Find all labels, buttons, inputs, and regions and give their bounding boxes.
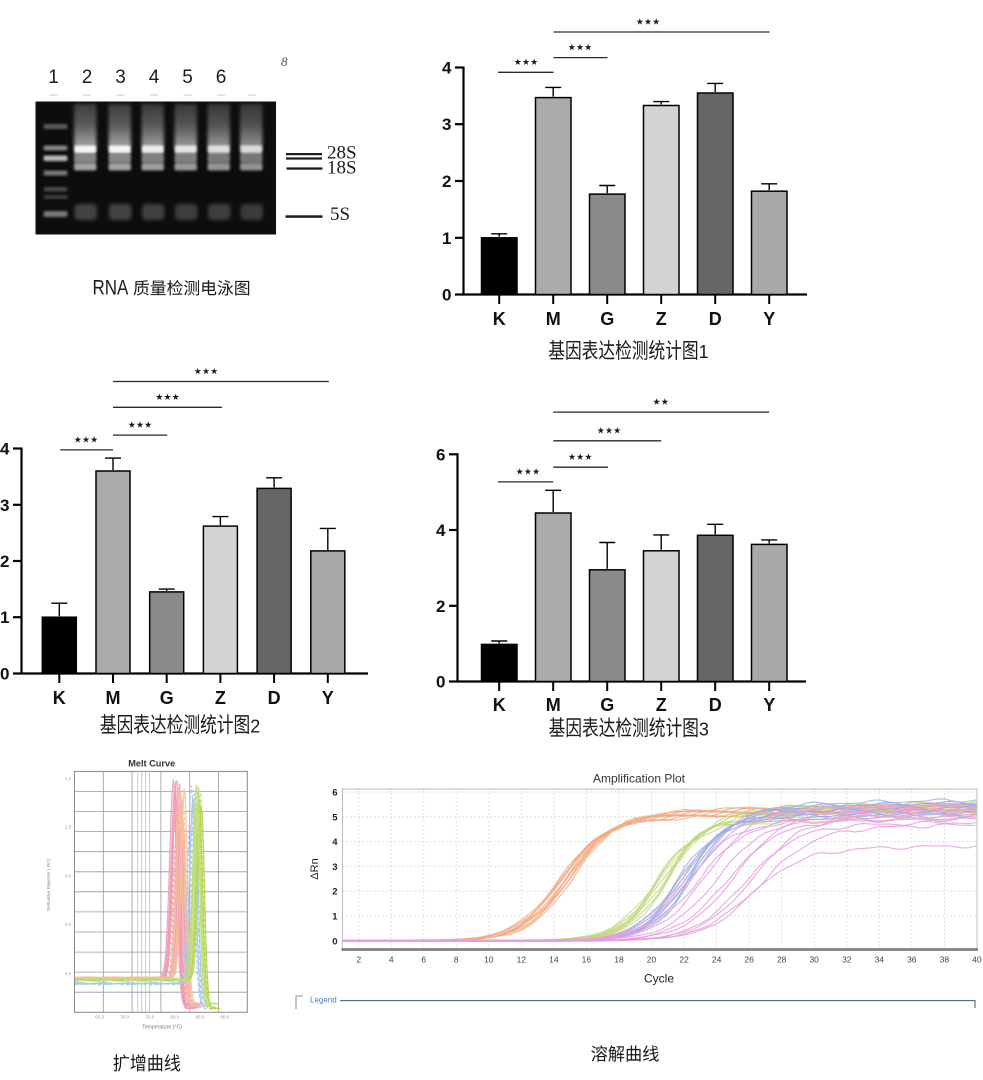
- svg-text:2: 2: [356, 955, 361, 965]
- svg-text:6: 6: [436, 445, 445, 464]
- svg-text:38: 38: [940, 955, 950, 965]
- svg-text:4: 4: [332, 837, 338, 848]
- svg-text:75.0: 75.0: [145, 1015, 154, 1020]
- svg-text:1: 1: [442, 229, 451, 248]
- svg-text:0: 0: [332, 936, 337, 947]
- svg-text:Amplification Plot: Amplification Plot: [593, 772, 686, 786]
- svg-text:32: 32: [842, 955, 852, 965]
- svg-text:3: 3: [115, 67, 126, 88]
- svg-text:5: 5: [182, 67, 193, 88]
- svg-text:Y: Y: [322, 688, 334, 708]
- svg-text:2: 2: [436, 597, 445, 616]
- svg-text:90.0: 90.0: [220, 1015, 229, 1020]
- svg-text:14: 14: [549, 955, 559, 965]
- svg-text:30: 30: [809, 955, 819, 965]
- svg-text:12: 12: [517, 955, 527, 965]
- svg-text:0.8: 0.8: [65, 873, 71, 878]
- svg-text:0: 0: [0, 665, 9, 684]
- svg-text:22: 22: [679, 955, 689, 965]
- svg-text:2: 2: [82, 67, 93, 88]
- svg-text:Y: Y: [763, 695, 775, 715]
- svg-text:4: 4: [436, 521, 446, 540]
- svg-text:RNA: RNA: [93, 276, 129, 300]
- svg-text:4: 4: [149, 67, 160, 88]
- svg-text:Z: Z: [656, 695, 667, 715]
- svg-text:34: 34: [875, 955, 885, 965]
- svg-text:K: K: [493, 309, 506, 329]
- svg-text:8: 8: [454, 955, 459, 965]
- svg-text:6: 6: [216, 67, 227, 88]
- svg-text:40: 40: [972, 955, 982, 965]
- svg-text:70.0: 70.0: [120, 1015, 129, 1020]
- svg-text:1.0: 1.0: [65, 825, 71, 830]
- svg-text:M: M: [546, 695, 561, 715]
- svg-text:Melt Curve: Melt Curve: [128, 759, 175, 769]
- svg-text:65.0: 65.0: [95, 1015, 104, 1020]
- svg-text:85.0: 85.0: [195, 1015, 204, 1020]
- svg-text:3: 3: [699, 720, 709, 740]
- svg-text:4: 4: [0, 440, 10, 459]
- svg-text:5S: 5S: [330, 204, 350, 225]
- svg-text:2: 2: [250, 716, 260, 736]
- svg-text:K: K: [493, 695, 506, 715]
- svg-text:D: D: [268, 688, 281, 708]
- svg-text:1: 1: [699, 342, 709, 362]
- svg-text:Legend: Legend: [310, 996, 337, 1005]
- svg-text:1: 1: [332, 912, 338, 923]
- svg-text:0.6: 0.6: [65, 922, 71, 927]
- svg-text:G: G: [160, 688, 174, 708]
- svg-text:G: G: [600, 695, 614, 715]
- svg-text:Z: Z: [215, 688, 226, 708]
- svg-text:0: 0: [442, 286, 451, 305]
- svg-text:28S: 28S: [327, 143, 357, 164]
- svg-text:26: 26: [744, 955, 754, 965]
- svg-text:6: 6: [421, 955, 426, 965]
- svg-text:24: 24: [712, 955, 722, 965]
- svg-text:Temperature (°C): Temperature (°C): [142, 1025, 182, 1031]
- svg-text:80.0: 80.0: [170, 1015, 179, 1020]
- svg-text:Derivative Reporter (-Rn'): Derivative Reporter (-Rn'): [46, 858, 51, 911]
- svg-text:3: 3: [0, 496, 9, 515]
- svg-text:18S: 18S: [327, 158, 357, 179]
- svg-text:2: 2: [442, 172, 451, 191]
- svg-text:1: 1: [48, 67, 59, 88]
- svg-text:D: D: [709, 695, 722, 715]
- svg-text:6: 6: [332, 788, 337, 799]
- svg-text:G: G: [600, 309, 614, 329]
- svg-text:Y: Y: [763, 309, 775, 329]
- svg-text:2: 2: [332, 887, 337, 898]
- svg-text:16: 16: [582, 955, 592, 965]
- svg-text:36: 36: [907, 955, 917, 965]
- svg-text:3: 3: [332, 862, 337, 873]
- svg-text:2: 2: [0, 552, 9, 571]
- svg-text:28: 28: [777, 955, 787, 965]
- svg-text:Cycle: Cycle: [644, 972, 674, 986]
- svg-text:ΔRn: ΔRn: [309, 858, 321, 879]
- svg-text:K: K: [53, 688, 66, 708]
- svg-text:0.4: 0.4: [65, 971, 71, 976]
- svg-text:Z: Z: [656, 309, 667, 329]
- svg-text:1: 1: [0, 608, 9, 627]
- svg-text:4: 4: [442, 59, 452, 78]
- svg-text:3: 3: [442, 115, 451, 134]
- svg-text:10: 10: [484, 955, 494, 965]
- svg-text:5: 5: [332, 812, 338, 823]
- svg-text:M: M: [106, 688, 121, 708]
- svg-text:0: 0: [436, 673, 445, 692]
- svg-text:4: 4: [389, 955, 394, 965]
- svg-text:20: 20: [647, 955, 657, 965]
- svg-text:D: D: [709, 309, 722, 329]
- svg-text:M: M: [546, 309, 561, 329]
- svg-text:1.2: 1.2: [65, 776, 71, 781]
- svg-text:8: 8: [281, 54, 288, 69]
- svg-text:18: 18: [614, 955, 624, 965]
